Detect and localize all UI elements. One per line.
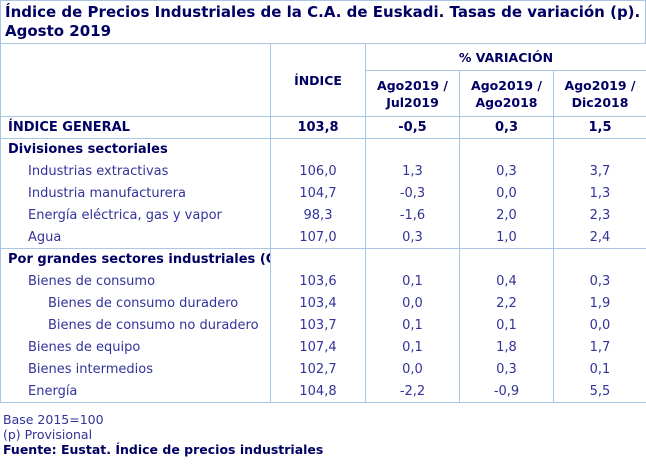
row-label: Bienes intermedios <box>28 362 153 377</box>
row-label: Divisiones sectoriales <box>8 142 168 158</box>
variation-value: 0,3 <box>365 226 460 249</box>
variation-value: 0,3 <box>459 358 554 381</box>
header-row-top: ÍNDICE % VARIACIÓN <box>0 43 646 117</box>
index-value: 107,4 <box>270 336 366 359</box>
index-value: 104,7 <box>270 182 366 205</box>
table-row: ÍNDICE GENERAL 103,8 -0,5 0,3 1,5 <box>0 116 646 139</box>
variation-value: 0,1 <box>365 336 460 359</box>
row-label: Bienes de consumo <box>28 274 156 289</box>
table-row: Agua 107,0 0,3 1,0 2,4 <box>0 226 646 249</box>
table-row: Bienes de consumo duradero 103,4 0,0 2,2… <box>1 292 646 315</box>
table-row: Industrias extractivas 106,0 1,3 0,3 3,7 <box>1 160 646 183</box>
variation-value: 1,3 <box>365 160 460 183</box>
variation-value <box>365 138 460 161</box>
index-value: 104,8 <box>270 380 366 403</box>
row-label: Energía <box>28 383 78 399</box>
page-title: Índice de Precios Industriales de la C.A… <box>0 0 646 44</box>
variation-value: 0,0 <box>365 292 460 315</box>
variation-value: 2,0 <box>459 204 554 227</box>
variation-value: -1,6 <box>365 204 460 227</box>
row-label: Por grandes sectores industriales (GSI) <box>8 252 271 268</box>
source-note: Fuente: Eustat. Índice de precios indust… <box>3 442 324 457</box>
variation-value: 0,0 <box>459 182 554 205</box>
table-row: Energía eléctrica, gas y vapor 98,3 -1,6… <box>1 204 646 227</box>
variation-value: 0,3 <box>459 160 554 183</box>
variation-value <box>553 248 646 271</box>
corner-header-cell <box>0 43 271 117</box>
period-header: Ago2019 / Dic2018 <box>553 70 646 117</box>
row-label: Bienes de equipo <box>28 340 141 355</box>
variation-value: -2,2 <box>365 380 460 403</box>
index-value <box>270 248 366 271</box>
index-value <box>270 138 366 161</box>
variation-value: 1,3 <box>553 182 646 205</box>
variation-value: 0,1 <box>365 270 460 293</box>
variation-value: 0,1 <box>459 314 554 337</box>
index-value: 98,3 <box>270 204 366 227</box>
variation-value: 0,3 <box>459 116 554 139</box>
variation-value: -0,3 <box>365 182 460 205</box>
provisional-note: (p) Provisional <box>3 427 93 442</box>
variation-value: 0,1 <box>553 358 646 381</box>
table-row: Industria manufacturera 104,7 -0,3 0,0 1… <box>1 182 646 205</box>
row-label: ÍNDICE GENERAL <box>0 116 271 139</box>
header-row-periods: Ago2019 / Jul2019 Ago2019 / Ago2018 Ago2… <box>1 70 646 117</box>
table-row: Bienes intermedios 102,7 0,0 0,3 0,1 <box>1 358 646 381</box>
variation-value: 0,4 <box>459 270 554 293</box>
variation-value: 5,5 <box>553 380 646 403</box>
row-label: Energía eléctrica, gas y vapor <box>28 208 222 223</box>
table-row: Divisiones sectoriales <box>1 138 646 161</box>
variation-value <box>553 138 646 161</box>
row-label: Industria manufacturera <box>28 186 186 201</box>
variation-value <box>459 248 554 271</box>
index-value: 103,8 <box>270 116 366 139</box>
column-header-indice: ÍNDICE <box>270 43 366 117</box>
table-row: Bienes de equipo 107,4 0,1 1,8 1,7 <box>1 336 646 359</box>
index-value: 102,7 <box>270 358 366 381</box>
variation-value <box>365 248 460 271</box>
variation-value: -0,9 <box>459 380 554 403</box>
index-value: 107,0 <box>270 226 366 249</box>
variation-value: 0,0 <box>365 358 460 381</box>
variation-value: 0,3 <box>553 270 646 293</box>
column-header-variacion: % VARIACIÓN <box>365 43 646 71</box>
variation-value: 2,3 <box>553 204 646 227</box>
index-value: 103,4 <box>270 292 366 315</box>
footer-notes: Base 2015=100 (p) Provisional Fuente: Eu… <box>0 403 646 457</box>
index-value: 103,7 <box>270 314 366 337</box>
row-label: Bienes de consumo no duradero <box>48 318 259 333</box>
index-value: 106,0 <box>270 160 366 183</box>
price-index-table: ÍNDICE % VARIACIÓN Ago2019 / Jul2019 Ago… <box>0 43 646 403</box>
table-row: Por grandes sectores industriales (GSI) <box>1 248 646 271</box>
row-label: Industrias extractivas <box>28 164 169 179</box>
base-note: Base 2015=100 <box>3 412 104 427</box>
table-row: Bienes de consumo 103,6 0,1 0,4 0,3 <box>1 270 646 293</box>
period-header: Ago2019 / Ago2018 <box>459 70 554 117</box>
variation-value: 1,9 <box>553 292 646 315</box>
table-row: Bienes de consumo no duradero 103,7 0,1 … <box>1 314 646 337</box>
row-label: Agua <box>0 226 271 249</box>
period-header: Ago2019 / Jul2019 <box>365 70 460 117</box>
variation-value: -0,5 <box>365 116 460 139</box>
row-label: Bienes de consumo duradero <box>48 296 239 311</box>
index-value: 103,6 <box>270 270 366 293</box>
variation-value <box>459 138 554 161</box>
variation-value: 2,2 <box>459 292 554 315</box>
variation-value: 1,8 <box>459 336 554 359</box>
variation-value: 0,1 <box>365 314 460 337</box>
variation-value: 1,5 <box>553 116 646 139</box>
variation-value: 1,0 <box>459 226 554 249</box>
variation-value: 2,4 <box>553 226 646 249</box>
variation-value: 1,7 <box>553 336 646 359</box>
variation-value: 0,0 <box>553 314 646 337</box>
table-row: Energía 104,8 -2,2 -0,9 5,5 <box>1 380 646 403</box>
variation-value: 3,7 <box>553 160 646 183</box>
